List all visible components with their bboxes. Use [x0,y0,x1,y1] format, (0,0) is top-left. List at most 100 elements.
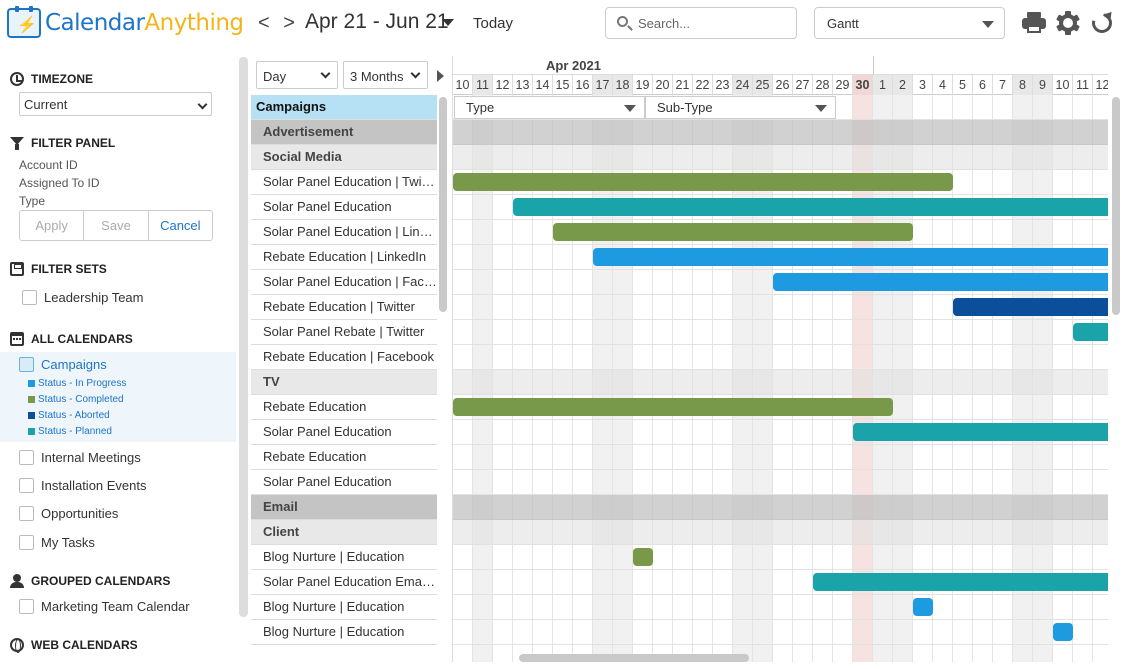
day-header-cell[interactable]: 10 [453,75,473,95]
gantt-row-label[interactable]: Blog Nurture | Education [251,595,437,620]
search-input[interactable] [638,14,788,32]
gantt-row-label[interactable]: Solar Panel Education [251,195,437,220]
date-range-caret-icon[interactable] [442,19,454,26]
day-header-cell[interactable]: 25 [753,75,773,95]
gantt-bar[interactable] [1073,323,1108,341]
apply-button[interactable]: Apply [20,211,85,240]
gantt-bar[interactable] [773,273,1108,291]
scale-select[interactable]: Day [256,61,338,89]
day-header-cell[interactable]: 23 [713,75,733,95]
print-icon[interactable] [1022,11,1046,35]
gantt-bar[interactable] [593,248,1108,266]
day-header-cell[interactable]: 15 [553,75,573,95]
day-header-cell[interactable]: 6 [973,75,993,95]
date-range-title[interactable]: Apr 21 - Jun 21 [305,10,449,33]
gantt-bar[interactable] [453,398,893,416]
gantt-row-label[interactable]: Solar Panel Education [251,470,437,495]
save-button[interactable]: Save [84,211,149,240]
calendar-my-tasks[interactable]: My Tasks [19,535,95,550]
gantt-bar[interactable] [953,298,1108,316]
day-header-cell[interactable]: 19 [633,75,653,95]
filter-field-assigned-to-id[interactable]: Assigned To ID [19,176,100,190]
gantt-row-label[interactable]: Solar Panel Education Email Nurture [251,570,437,595]
day-header-cell[interactable]: 21 [673,75,693,95]
gantt-row-label[interactable]: Blog Nurture | Education [251,620,437,645]
group-header-type[interactable]: Email [251,495,437,520]
day-header-cell[interactable]: 8 [1013,75,1033,95]
day-header-cell[interactable]: 7 [993,75,1013,95]
gantt-row-label[interactable]: Rebate Education | Facebook [251,345,437,370]
day-header-cell[interactable]: 28 [813,75,833,95]
timeline-horizontal-scrollbar[interactable] [519,654,749,662]
group-header-sub[interactable]: Social Media [251,145,437,170]
grid-scrollbar[interactable] [439,97,447,312]
day-header-cell[interactable]: 12 [1093,75,1108,95]
gantt-bar[interactable] [913,598,933,616]
subtype-filter-dropdown[interactable]: Sub-Type [645,96,836,119]
gantt-row-label[interactable]: Solar Panel Education [251,420,437,445]
gantt-bar[interactable] [1053,623,1073,641]
day-header-cell[interactable]: 13 [513,75,533,95]
group-header-sub[interactable]: TV [251,370,437,395]
gantt-row-label[interactable]: Rebate Education | LinkedIn [251,245,437,270]
gantt-bar[interactable] [813,573,1108,591]
day-header-cell[interactable]: 12 [493,75,513,95]
day-header-cell[interactable]: 11 [1073,75,1093,95]
day-header-cell[interactable]: 4 [933,75,953,95]
checkbox[interactable] [22,290,37,305]
day-header-cell[interactable]: 1 [873,75,893,95]
day-header-cell[interactable]: 2 [893,75,913,95]
filter-set-leadership-team[interactable]: Leadership Team [22,290,144,305]
expand-arrow-icon[interactable] [437,70,444,82]
day-header-cell[interactable]: 3 [913,75,933,95]
day-header-cell[interactable]: 16 [573,75,593,95]
checkbox[interactable] [19,450,34,465]
day-header-cell[interactable]: 22 [693,75,713,95]
type-filter-dropdown[interactable]: Type [454,96,645,119]
gantt-bar[interactable] [633,548,653,566]
refresh-icon[interactable] [1088,8,1116,37]
gantt-row-label[interactable]: Rebate Education [251,445,437,470]
app-logo[interactable]: CalendarAnything [7,6,244,38]
gantt-row-label[interactable]: Solar Panel Education | Twitter [251,170,437,195]
range-select[interactable]: 3 Months [343,61,428,89]
gantt-bar[interactable] [453,173,953,191]
timeline-vertical-scrollbar[interactable] [1112,97,1120,315]
day-header-cell[interactable]: 10 [1053,75,1073,95]
gantt-bar[interactable] [853,423,1108,441]
today-button[interactable]: Today [473,15,514,32]
view-select[interactable]: Gantt [814,7,1005,39]
checkbox[interactable] [19,599,34,614]
gantt-row-label[interactable]: Solar Panel Rebate | Twitter [251,320,437,345]
calendar-installation-events[interactable]: Installation Events [19,478,147,493]
day-header-cell[interactable]: 5 [953,75,973,95]
timezone-select[interactable]: Current [19,92,212,116]
filter-field-account-id[interactable]: Account ID [19,158,78,172]
day-header-cell[interactable]: 26 [773,75,793,95]
search-box[interactable] [605,7,797,39]
calendar-group-header[interactable]: Campaigns [251,95,437,120]
day-header-cell[interactable]: 20 [653,75,673,95]
filter-panel-title[interactable]: FILTER PANEL [10,136,115,150]
calendar-internal-meetings[interactable]: Internal Meetings [19,450,141,465]
prev-next-arrows[interactable]: < > [258,12,299,34]
gear-icon[interactable] [1056,11,1080,35]
group-header-sub[interactable]: Client [251,520,437,545]
gantt-row-label[interactable]: Blog Nurture | Education [251,545,437,570]
calendar-opportunities[interactable]: Opportunities [19,506,118,521]
gantt-row-label[interactable]: Solar Panel Education | Facebook [251,270,437,295]
day-header-cell[interactable]: 24 [733,75,753,95]
day-header-cell[interactable]: 18 [613,75,633,95]
grouped-calendar-marketing-team[interactable]: Marketing Team Calendar [19,599,190,614]
checkbox[interactable] [19,357,34,372]
day-header-cell[interactable]: 30 [853,75,873,95]
gantt-row-label[interactable]: Solar Panel Education | LinkedIn [251,220,437,245]
cancel-button[interactable]: Cancel [160,218,201,233]
day-header-cell[interactable]: 11 [473,75,493,95]
gantt-bar[interactable] [513,198,1108,216]
day-header-cell[interactable]: 14 [533,75,553,95]
sidebar-scrollbar[interactable] [239,57,248,617]
checkbox[interactable] [19,478,34,493]
day-header-cell[interactable]: 17 [593,75,613,95]
day-header-cell[interactable]: 27 [793,75,813,95]
